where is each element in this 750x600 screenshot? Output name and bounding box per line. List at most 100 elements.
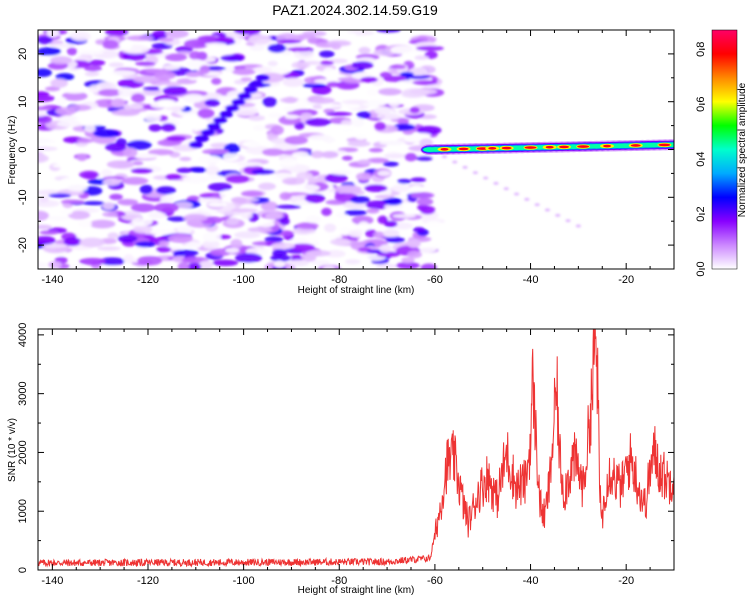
trail-dot — [503, 187, 509, 190]
noise-blob — [302, 83, 327, 88]
noise-blob — [155, 246, 172, 253]
signal-hotspot-core — [545, 145, 554, 149]
noise-blob — [379, 140, 405, 146]
noise-blob — [220, 54, 244, 62]
noise-blob — [111, 109, 140, 116]
noise-blob — [293, 33, 316, 40]
noise-blob — [63, 237, 82, 247]
noise-blob — [204, 98, 220, 107]
spectrogram-x-tick-label: -80 — [331, 274, 347, 286]
snr-x-tick-label: -140 — [41, 575, 63, 587]
noise-blob — [109, 193, 123, 201]
noise-streak — [255, 74, 270, 82]
noise-streak — [225, 104, 240, 112]
noise-streak — [213, 116, 228, 124]
noise-blob — [233, 30, 261, 35]
noise-blob — [291, 61, 311, 69]
noise-blob — [324, 223, 337, 233]
noise-blob — [379, 244, 392, 253]
noise-blob — [412, 80, 438, 86]
noise-blob — [234, 231, 261, 239]
noise-blob — [326, 81, 341, 88]
noise-blob — [117, 198, 139, 206]
noise-blob — [300, 112, 313, 119]
colorbar-tick-label: 0.4 — [695, 151, 707, 166]
noise-blob — [379, 71, 393, 79]
snr-x-tick-label: -80 — [331, 575, 347, 587]
noise-blob — [385, 237, 405, 244]
noise-blob — [296, 222, 319, 230]
noise-blob — [373, 49, 396, 56]
noise-blob — [348, 229, 364, 238]
noise-blob — [121, 176, 149, 185]
noise-blob — [153, 202, 179, 213]
noise-blob — [427, 84, 441, 89]
noise-blob — [190, 167, 207, 173]
noise-streak — [200, 129, 215, 137]
noise-blob — [93, 129, 120, 138]
noise-blob — [162, 64, 181, 71]
noise-blob — [148, 211, 167, 219]
noise-blob — [271, 242, 296, 250]
noise-blob — [412, 132, 432, 138]
noise-blob — [248, 34, 272, 45]
noise-blob — [126, 139, 152, 150]
noise-blob — [322, 265, 336, 269]
noise-blob — [262, 97, 278, 107]
noise-streak — [194, 135, 209, 143]
noise-blob — [219, 189, 235, 200]
noise-blob — [52, 163, 80, 169]
noise-blob — [84, 65, 102, 72]
colorbar-ticks: 0.0 0.2 0.4 0.6 0.8 — [695, 42, 707, 277]
noise-blob — [330, 238, 351, 246]
noise-blob — [148, 124, 162, 132]
noise-blob — [168, 233, 193, 243]
noise-blob — [130, 203, 156, 213]
noise-blob — [397, 118, 410, 126]
noise-blob — [325, 111, 353, 117]
noise-blob — [133, 75, 160, 84]
noise-blob — [407, 239, 421, 248]
noise-blob — [270, 254, 291, 262]
noise-blob — [267, 43, 287, 53]
noise-blob — [76, 119, 104, 127]
noise-blob — [374, 194, 395, 199]
noise-blob — [187, 262, 202, 269]
snr-y-axis: 0 1000 2000 3000 4000 — [17, 323, 674, 573]
signal-hotspot-core — [603, 144, 612, 148]
noise-blob — [311, 260, 331, 266]
noise-blob — [295, 184, 320, 192]
trail-dot — [544, 208, 550, 212]
noise-blob — [331, 170, 352, 176]
noise-blob — [248, 115, 265, 121]
noise-blob — [89, 59, 106, 66]
noise-blob — [38, 152, 46, 163]
trail-dot — [534, 203, 540, 206]
noise-blob — [366, 208, 380, 214]
noise-blob — [400, 71, 414, 78]
noise-blob — [165, 30, 189, 39]
noise-blob — [177, 224, 193, 235]
noise-blob — [377, 215, 389, 224]
noise-blob — [132, 161, 144, 166]
noise-blob — [356, 111, 372, 119]
noise-blob — [320, 60, 334, 65]
noise-blob — [251, 169, 275, 175]
noise-blob — [38, 146, 58, 151]
noise-blob — [46, 30, 60, 38]
noise-blob — [158, 99, 177, 108]
noise-blob — [84, 71, 100, 77]
noise-blob — [140, 249, 158, 256]
noise-blob — [59, 209, 73, 215]
noise-blob — [98, 88, 123, 97]
noise-blob — [67, 184, 88, 192]
noise-blob — [148, 149, 174, 156]
noise-blob — [242, 140, 262, 148]
noise-blob — [373, 231, 386, 239]
noise-blob — [358, 221, 370, 230]
spectrogram-y-tick-label: -20 — [17, 237, 29, 253]
noise-blob — [128, 103, 144, 110]
snr-x-tick-label: -100 — [233, 575, 255, 587]
